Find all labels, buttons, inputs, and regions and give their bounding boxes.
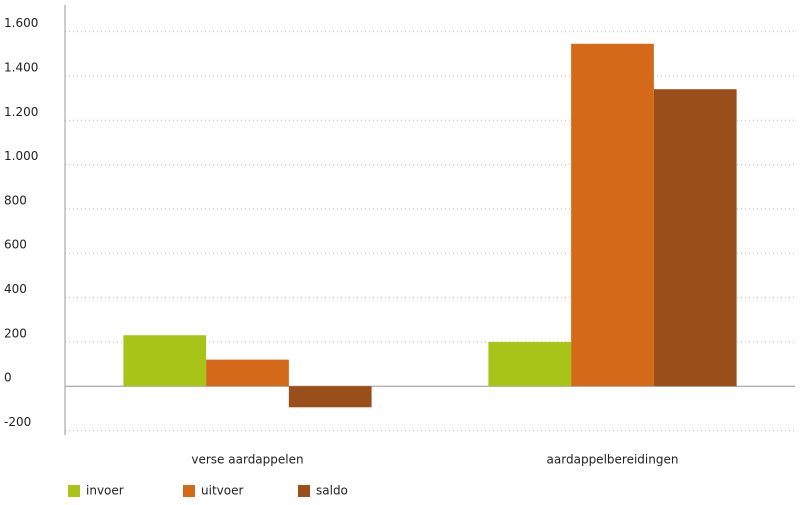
y-tick-label: 0 xyxy=(4,371,12,385)
legend-label: uitvoer xyxy=(201,484,243,498)
legend-label: invoer xyxy=(86,484,124,498)
y-tick-label: 1.600 xyxy=(4,16,38,30)
bar xyxy=(123,335,207,387)
y-tick-label: 600 xyxy=(4,238,27,252)
legend-swatch xyxy=(68,485,80,497)
x-tick-label: verse aardappelen xyxy=(191,453,303,467)
legend-label: saldo xyxy=(316,484,348,498)
legend-swatch xyxy=(298,485,310,497)
bar xyxy=(206,359,289,387)
bar xyxy=(488,341,572,387)
y-tick-label: 200 xyxy=(4,326,27,340)
x-tick-label: aardappelbereidingen xyxy=(547,453,679,467)
bar xyxy=(288,386,372,408)
bar xyxy=(571,43,654,387)
bar xyxy=(653,89,737,387)
y-tick-label: 1.400 xyxy=(4,60,38,74)
y-tick-label: 1.000 xyxy=(4,149,38,163)
y-tick-label: -200 xyxy=(4,415,31,429)
legend-swatch xyxy=(183,485,195,497)
y-tick-label: 800 xyxy=(4,193,27,207)
y-tick-label: 1.200 xyxy=(4,105,38,119)
y-tick-label: 400 xyxy=(4,282,27,296)
